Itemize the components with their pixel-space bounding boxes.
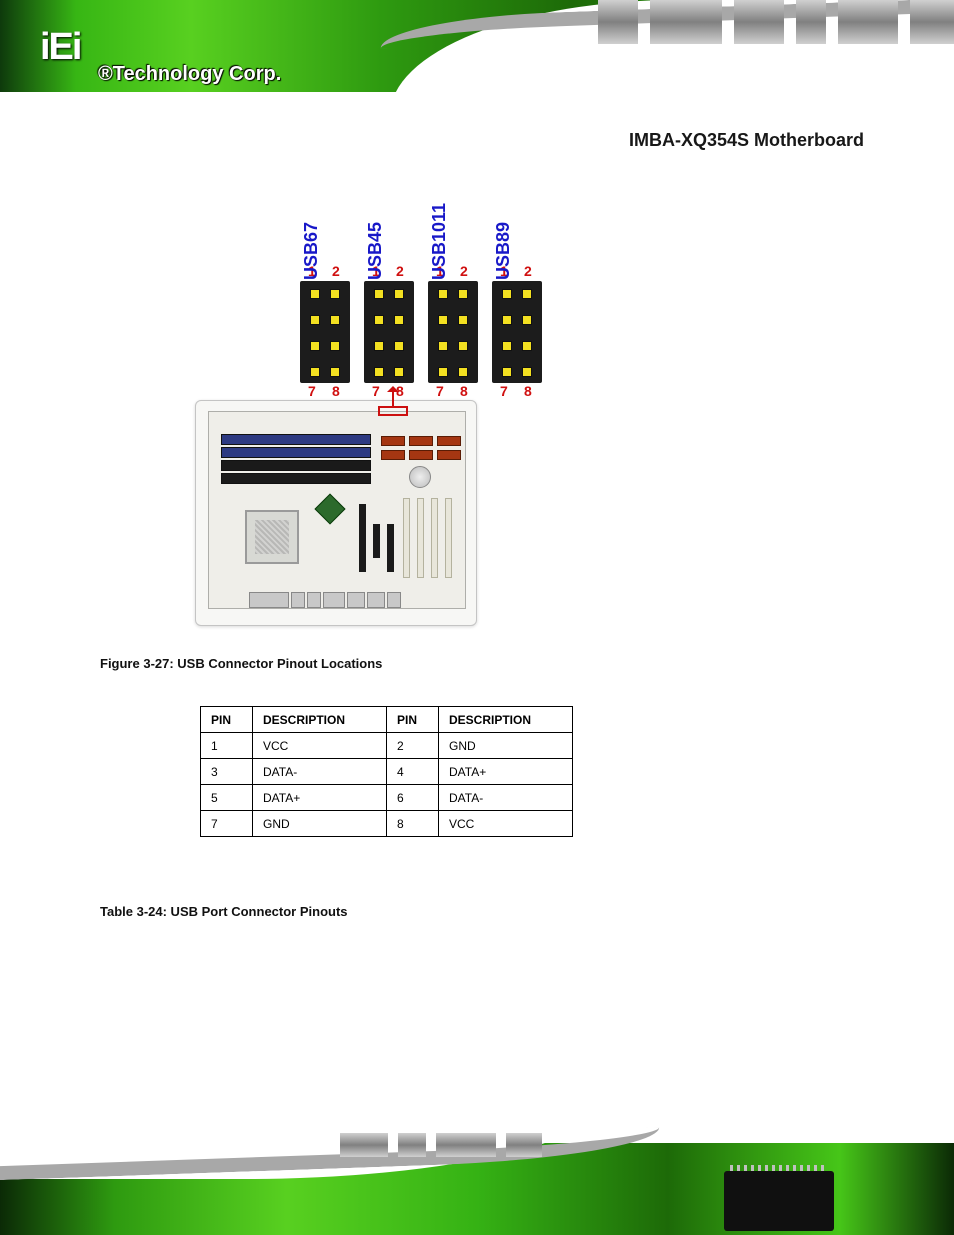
northbridge-chip	[314, 493, 345, 524]
sata-port	[409, 436, 433, 446]
pin-num-top-2d: 2	[524, 263, 532, 279]
th-pin: PIN	[201, 707, 253, 733]
pci-slot	[431, 498, 438, 578]
pin-num-bot-7d: 7	[500, 383, 508, 399]
usb-block-1	[364, 281, 414, 383]
pin-num-bot-8d: 8	[524, 383, 532, 399]
footer-grey-bars	[340, 1133, 552, 1157]
page-main: IMBA-XQ354S Motherboard	[0, 130, 954, 151]
cell: GND	[439, 733, 573, 759]
cell: DATA-	[439, 785, 573, 811]
cell: 6	[387, 785, 439, 811]
th-desc2: DESCRIPTION	[439, 707, 573, 733]
product-title: IMBA-XQ354S Motherboard	[0, 130, 954, 151]
footer-chip-icon	[724, 1171, 834, 1231]
table-row: 1 VCC 2 GND	[201, 733, 573, 759]
pcie-slot	[373, 524, 380, 558]
header-grey-bars	[586, 0, 954, 44]
header-banner: iEi ®Technology Corp.	[0, 0, 954, 115]
dimm-slot	[221, 460, 371, 471]
motherboard-pcb	[208, 411, 466, 609]
pci-slot	[403, 498, 410, 578]
cell: GND	[253, 811, 387, 837]
cmos-battery	[409, 466, 431, 488]
callout-highlight-box	[378, 406, 408, 416]
pin-num-bot-8c: 8	[460, 383, 468, 399]
table-row: 5 DATA+ 6 DATA-	[201, 785, 573, 811]
pin-num-bot-8: 8	[332, 383, 340, 399]
cell: 2	[387, 733, 439, 759]
brand-logo: iEi ®Technology Corp.	[40, 26, 281, 86]
pin-num-bot-7c: 7	[436, 383, 444, 399]
cell: VCC	[439, 811, 573, 837]
sata-port	[437, 450, 461, 460]
footer-banner	[0, 1123, 954, 1235]
io-panel	[249, 592, 429, 608]
cell: DATA+	[253, 785, 387, 811]
table-row: 3 DATA- 4 DATA+	[201, 759, 573, 785]
usb-header-diagram: 1 2 1 2 1 2 1 2 7 8 7 8 7 8 7 8 USB67 US…	[300, 225, 630, 395]
sata-port	[381, 450, 405, 460]
callout-arrow-icon	[392, 388, 394, 408]
cell: DATA-	[253, 759, 387, 785]
th-desc: DESCRIPTION	[253, 707, 387, 733]
sata-port	[409, 450, 433, 460]
cell: 1	[201, 733, 253, 759]
motherboard-image	[195, 400, 477, 626]
dimm-slot	[221, 473, 371, 484]
pin-num-top-2: 2	[332, 263, 340, 279]
sata-port	[381, 436, 405, 446]
table-row: 7 GND 8 VCC	[201, 811, 573, 837]
pin-table: PIN DESCRIPTION PIN DESCRIPTION 1 VCC 2 …	[200, 706, 573, 837]
dimm-slot	[221, 447, 371, 458]
th-pin2: PIN	[387, 707, 439, 733]
figure-caption: Figure 3-27: USB Connector Pinout Locati…	[100, 656, 382, 671]
pci-slot	[445, 498, 452, 578]
usb-block-0	[300, 281, 350, 383]
pci-slot	[417, 498, 424, 578]
pin-num-bot-7b: 7	[372, 383, 380, 399]
usb-label-2: USB1011	[429, 203, 450, 280]
cell: DATA+	[439, 759, 573, 785]
cell: 7	[201, 811, 253, 837]
pin-num-bot-7: 7	[308, 383, 316, 399]
usb-label-1: USB45	[365, 222, 386, 280]
pcie-slot	[359, 504, 366, 572]
cell: 8	[387, 811, 439, 837]
cell: VCC	[253, 733, 387, 759]
dimm-slot	[221, 434, 371, 445]
usb-label-0: USB67	[301, 222, 322, 280]
sata-port	[437, 436, 461, 446]
pin-num-top-2c: 2	[460, 263, 468, 279]
pcie-slot	[387, 524, 394, 572]
table-caption: Table 3-24: USB Port Connector Pinouts	[100, 904, 348, 919]
cell: 4	[387, 759, 439, 785]
usb-block-2	[428, 281, 478, 383]
pin-num-top-2b: 2	[396, 263, 404, 279]
cpu-socket	[245, 510, 299, 564]
logo-text-sub: ®Technology Corp.	[98, 63, 281, 86]
cell: 3	[201, 759, 253, 785]
table-header-row: PIN DESCRIPTION PIN DESCRIPTION	[201, 707, 573, 733]
usb-block-3	[492, 281, 542, 383]
usb-label-3: USB89	[493, 222, 514, 280]
cell: 5	[201, 785, 253, 811]
